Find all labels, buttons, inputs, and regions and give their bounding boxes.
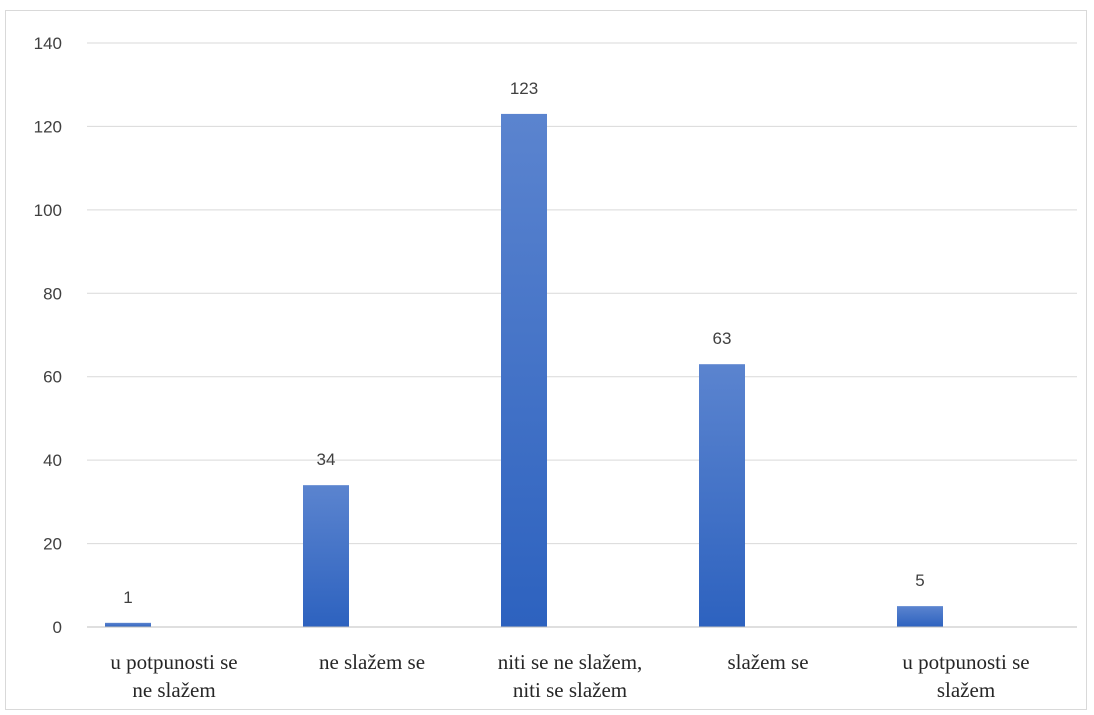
- y-tick-label: 120: [34, 117, 62, 136]
- x-tick-label-line: ne slažem se: [319, 650, 425, 674]
- x-tick-label-line: slažem: [937, 678, 995, 702]
- y-axis-tick-labels: 0 20 40 60 80 100 120 140: [34, 34, 62, 637]
- bar: [105, 622, 151, 627]
- y-tick-label: 100: [34, 201, 62, 220]
- x-tick-label: niti se ne slažem, niti se slažem: [498, 650, 643, 702]
- data-label: 34: [317, 450, 336, 469]
- y-tick-label: 60: [43, 368, 62, 387]
- data-label: 123: [510, 79, 538, 98]
- bar: [699, 364, 745, 627]
- x-tick-label: u potpunosti se slažem: [902, 650, 1029, 702]
- bars: [105, 113, 943, 627]
- x-axis-tick-labels: u potpunosti se ne slažem ne slažem se niti…: [110, 650, 1029, 702]
- x-tick-label-line: niti se slažem: [513, 678, 627, 702]
- y-tick-label: 0: [53, 618, 62, 637]
- x-tick-label-line: niti se ne slažem,: [498, 650, 643, 674]
- data-label: 63: [713, 329, 732, 348]
- data-label: 5: [915, 571, 924, 590]
- x-tick-label: u potpunosti se ne slažem: [110, 650, 237, 702]
- gridlines: [87, 42, 1077, 545]
- data-labels: 1 34 123 63 5: [123, 79, 924, 607]
- x-tick-label-line: slažem se: [727, 650, 808, 674]
- x-tick-label: ne slažem se: [319, 650, 425, 674]
- bar: [501, 113, 547, 627]
- x-tick-label-line: u potpunosti se: [902, 650, 1029, 674]
- y-tick-label: 80: [43, 284, 62, 303]
- bar: [897, 606, 943, 627]
- bar: [303, 485, 349, 627]
- y-tick-label: 40: [43, 451, 62, 470]
- x-tick-label-line: u potpunosti se: [110, 650, 237, 674]
- y-tick-label: 140: [34, 34, 62, 53]
- data-label: 1: [123, 588, 132, 607]
- y-tick-label: 20: [43, 535, 62, 554]
- x-tick-label: slažem se: [727, 650, 808, 674]
- x-tick-label-line: ne slažem: [132, 678, 215, 702]
